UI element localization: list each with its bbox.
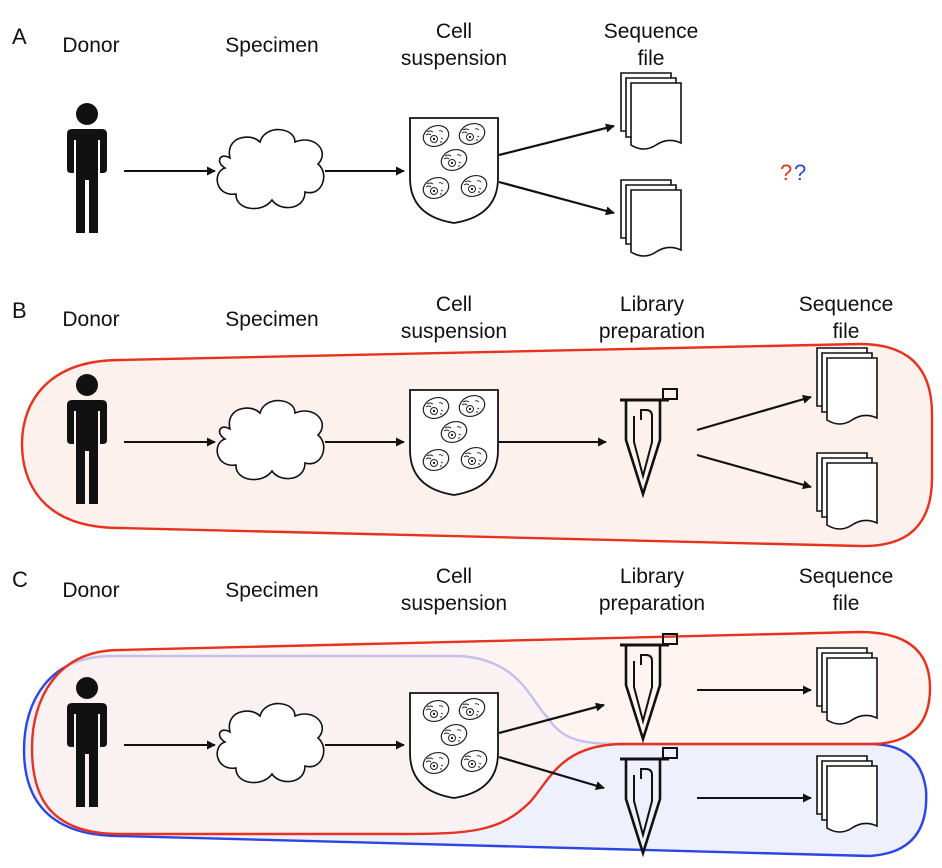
file-stack-icon	[816, 647, 878, 725]
panel-c: C Donor Specimen Cell suspension Library…	[12, 565, 932, 858]
sequence-file-label-1: Sequence	[799, 293, 894, 316]
panel-b-letter: B	[12, 298, 27, 323]
library-preparation-label-1: Library	[620, 565, 685, 588]
panel-c-letter: C	[12, 567, 28, 592]
specimen-label: Specimen	[225, 308, 318, 331]
sequence-file-label-1: Sequence	[799, 565, 894, 588]
library-preparation-label-2: preparation	[599, 320, 705, 343]
file-stack-icon	[816, 755, 878, 833]
donor-label: Donor	[62, 308, 119, 331]
file-stack-icon	[620, 179, 682, 257]
cell-suspension-icon	[410, 390, 498, 495]
cell-suspension-label-2: suspension	[401, 320, 507, 343]
specimen-label: Specimen	[225, 579, 318, 602]
sequence-file-label-1: Sequence	[604, 20, 699, 43]
cloud-icon	[216, 128, 325, 210]
sequence-file-label-2: file	[638, 47, 665, 70]
cell-suspension-label-1: Cell	[436, 565, 472, 588]
question-mark-red: ?	[780, 160, 792, 185]
donor-label: Donor	[62, 34, 119, 57]
library-preparation-label-1: Library	[620, 293, 685, 316]
person-icon	[67, 103, 107, 233]
panel-a: A Donor Specimen Cell suspension Sequenc…	[12, 20, 806, 257]
panel-a-letter: A	[12, 24, 27, 49]
cell-suspension-label-1: Cell	[436, 293, 472, 316]
sequence-file-label-2: file	[833, 592, 860, 615]
cell-suspension-icon	[410, 118, 498, 223]
specimen-label: Specimen	[225, 34, 318, 57]
file-stack-icon	[816, 347, 878, 425]
library-preparation-label-2: preparation	[599, 592, 705, 615]
file-stack-icon	[816, 452, 878, 530]
sequence-file-label-2: file	[833, 320, 860, 343]
cell-suspension-label-2: suspension	[401, 47, 507, 70]
donor-label: Donor	[62, 579, 119, 602]
cell-suspension-label-1: Cell	[436, 20, 472, 43]
cell-suspension-icon	[410, 693, 498, 798]
file-stack-icon	[620, 72, 682, 150]
panel-b: B Donor Specimen Cell suspension Library…	[12, 293, 934, 548]
question-mark-blue: ?	[794, 160, 806, 185]
cell-suspension-label-2: suspension	[401, 592, 507, 615]
